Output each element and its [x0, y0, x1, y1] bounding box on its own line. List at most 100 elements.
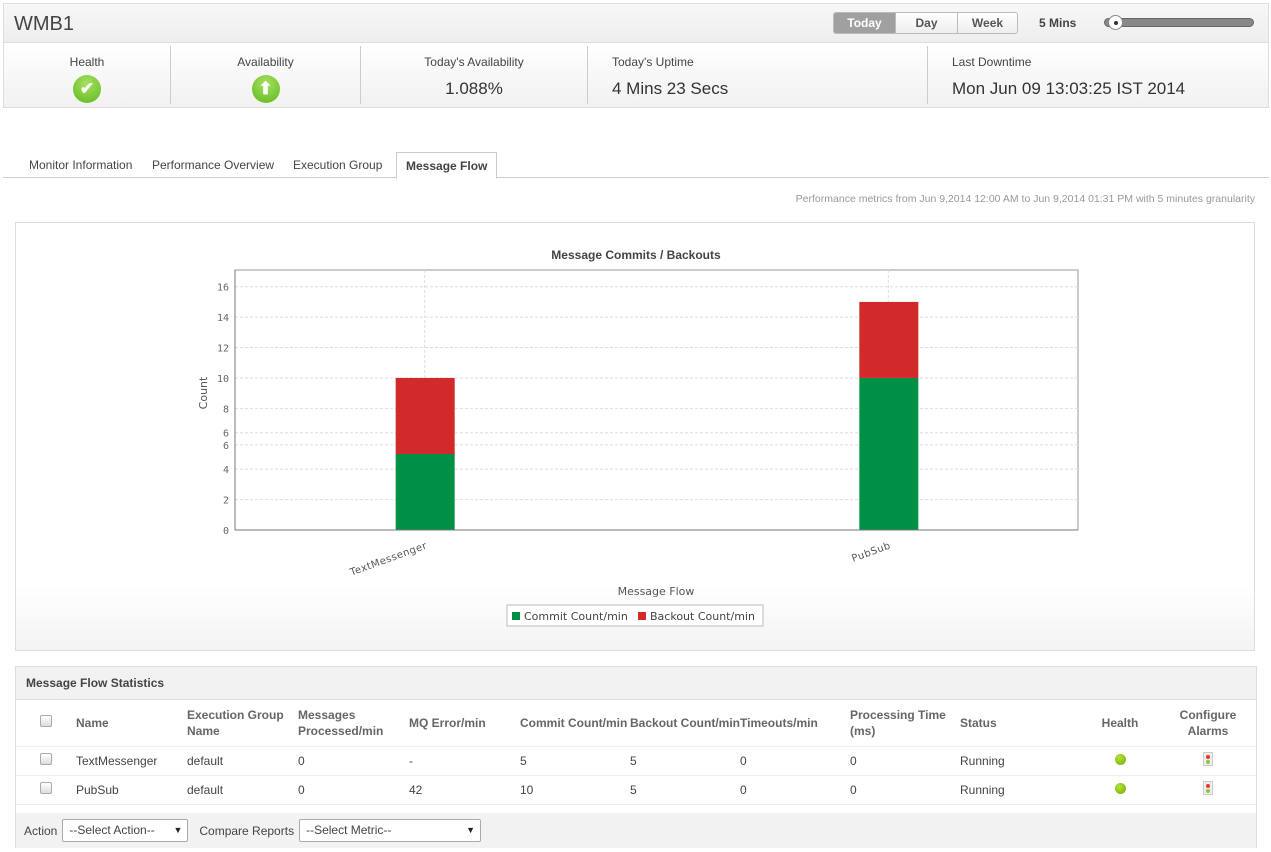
health-label: Health [69, 55, 105, 69]
uptime-value: 4 Mins 23 Secs [612, 79, 729, 98]
col-commit-count[interactable]: Commit Count/min [520, 700, 630, 747]
table-footer: Action --Select Action-- Compare Reports… [16, 813, 1256, 848]
cell-messages-processed: 0 [298, 775, 409, 805]
todays-availability-metric: Today's Availability 1.088% [360, 46, 587, 104]
title-bar: WMB1 Today Day Week 5 Mins [4, 4, 1268, 43]
period-selector: Today Day Week [833, 12, 1018, 34]
cell-execution-group: default [187, 746, 298, 776]
bar-commit-PubSub[interactable] [859, 377, 919, 530]
cell-flow-name[interactable]: TextMessenger [76, 746, 187, 776]
col-execution-group[interactable]: Execution Group Name [187, 700, 298, 747]
tab-bar: Monitor Information Performance Overview… [3, 152, 1269, 179]
col-mq-error[interactable]: MQ Error/min [409, 700, 520, 747]
bar-commit-TextMessenger[interactable] [395, 453, 455, 530]
y-tick-label: 6 [223, 429, 229, 440]
plot-area [234, 269, 1079, 531]
legend-backout-label[interactable]: Backout Count/min [650, 610, 755, 623]
col-configure-alarms: Configure Alarms [1160, 700, 1256, 747]
period-today-button[interactable]: Today [834, 13, 895, 33]
monitor-summary: WMB1 Today Day Week 5 Mins Health ✔ Avai… [3, 3, 1269, 108]
table-row: PubSub default 0 42 10 5 0 0 Running [16, 775, 1256, 805]
check-icon: ✔ [73, 75, 101, 103]
granularity-label: 5 Mins [1039, 16, 1077, 30]
cell-commit-count: 10 [520, 775, 630, 805]
cell-status: Running [960, 775, 1080, 805]
compare-metric-select[interactable]: --Select Metric-- [299, 819, 482, 842]
cell-backout-count: 5 [630, 746, 740, 776]
select-all-checkbox[interactable] [40, 714, 52, 727]
commits-backouts-chart: Message Commits / Backouts 0 2 4 66 8 10 12 14 16… [197, 248, 1079, 627]
y-tick-label: 10 [217, 374, 229, 385]
x-tick-label: TextMessenger [348, 540, 429, 579]
bar-backout-TextMessenger[interactable] [395, 377, 455, 454]
stats-title: Message Flow Statistics [16, 667, 1256, 700]
performance-note: Performance metrics from Jun 9,2014 12:0… [795, 193, 1255, 205]
stats-table: Name Execution Group Name Messages Proce… [16, 700, 1256, 805]
cell-timeouts: 0 [740, 775, 850, 805]
availability-metric: Availability ⬆ [170, 46, 360, 104]
tab-message-flow[interactable]: Message Flow [396, 152, 498, 179]
col-name[interactable]: Name [76, 700, 187, 747]
cell-processing-time: 0 [850, 746, 960, 776]
col-health: Health [1080, 700, 1160, 747]
tab-performance-overview[interactable]: Performance Overview [152, 158, 275, 172]
row-checkbox[interactable] [40, 753, 52, 765]
cell-flow-name[interactable]: PubSub [76, 775, 187, 805]
configure-alarm-icon[interactable] [1203, 752, 1213, 766]
cell-timeouts: 0 [740, 746, 850, 776]
cell-status: Running [960, 746, 1080, 776]
y-tick-label: 8 [223, 404, 229, 415]
period-day-button[interactable]: Day [895, 13, 957, 33]
cell-commit-count: 5 [520, 746, 630, 776]
legend-commit-swatch [512, 612, 520, 620]
cell-processing-time: 0 [850, 775, 960, 805]
slider-handle[interactable] [1108, 15, 1123, 30]
tab-monitor-information[interactable]: Monitor Information [29, 158, 133, 172]
todays-availability-value: 1.088% [445, 79, 503, 98]
y-tick-label: 2 [223, 496, 229, 507]
message-flow-statistics: Message Flow Statistics Name Execution G… [15, 666, 1257, 848]
chart-panel: Message Commits / Backouts 0 2 4 6 6 8 10 12 14 16… [15, 222, 1255, 651]
legend-commit-label[interactable]: Commit Count/min [524, 610, 628, 623]
cell-execution-group: default [187, 775, 298, 805]
col-messages-processed[interactable]: Messages Processed/min [298, 700, 409, 747]
cell-messages-processed: 0 [298, 746, 409, 776]
health-status-icon [1114, 782, 1126, 794]
action-select[interactable]: --Select Action-- [62, 819, 189, 842]
granularity-slider[interactable] [1104, 15, 1254, 30]
legend-backout-swatch [638, 612, 646, 620]
y-tick-label: 0 [223, 526, 229, 537]
monitor-title: WMB1 [14, 13, 74, 35]
row-checkbox[interactable] [40, 782, 52, 794]
x-tick-label: PubSub [850, 540, 892, 564]
col-backout-count[interactable]: Backout Count/min [630, 700, 740, 747]
y-tick-label: 12 [217, 344, 229, 355]
tab-execution-group[interactable]: Execution Group [293, 158, 383, 172]
arrow-up-icon: ⬆ [251, 75, 280, 103]
last-downtime-value: Mon Jun 09 13:03:25 IST 2014 [952, 79, 1186, 98]
chart-title: Message Commits / Backouts [551, 248, 721, 262]
table-row: TextMessenger default 0-5 5 0 0 Running [16, 746, 1256, 776]
health-status-icon [1114, 753, 1126, 765]
col-processing-time[interactable]: Processing Time (ms) [850, 700, 960, 747]
y-tick-label: 6 [223, 441, 229, 452]
todays-availability-label: Today's Availability [424, 55, 524, 69]
compare-reports-label: Compare Reports [199, 823, 295, 838]
y-tick-label: 14 [217, 313, 229, 324]
configure-alarm-icon[interactable] [1203, 781, 1213, 795]
y-tick-label: 4 [223, 465, 229, 476]
action-label: Action [24, 823, 58, 838]
cell-backout-count: 5 [630, 775, 740, 805]
uptime-label: Today's Uptime [612, 55, 694, 69]
cell-mq-error: 42 [409, 775, 520, 805]
legend [506, 604, 764, 627]
col-status[interactable]: Status [960, 700, 1080, 747]
period-week-button[interactable]: Week [957, 13, 1017, 33]
x-axis-label: Message Flow [618, 585, 695, 598]
y-tick-label: 16 [217, 283, 229, 294]
health-metric: Health ✔ [4, 46, 170, 104]
availability-label: Availability [237, 55, 294, 69]
uptime-metric: Today's Uptime 4 Mins 23 Secs [587, 46, 927, 104]
col-timeouts[interactable]: Timeouts/min [740, 700, 850, 747]
bar-backout-PubSub[interactable] [859, 301, 919, 378]
